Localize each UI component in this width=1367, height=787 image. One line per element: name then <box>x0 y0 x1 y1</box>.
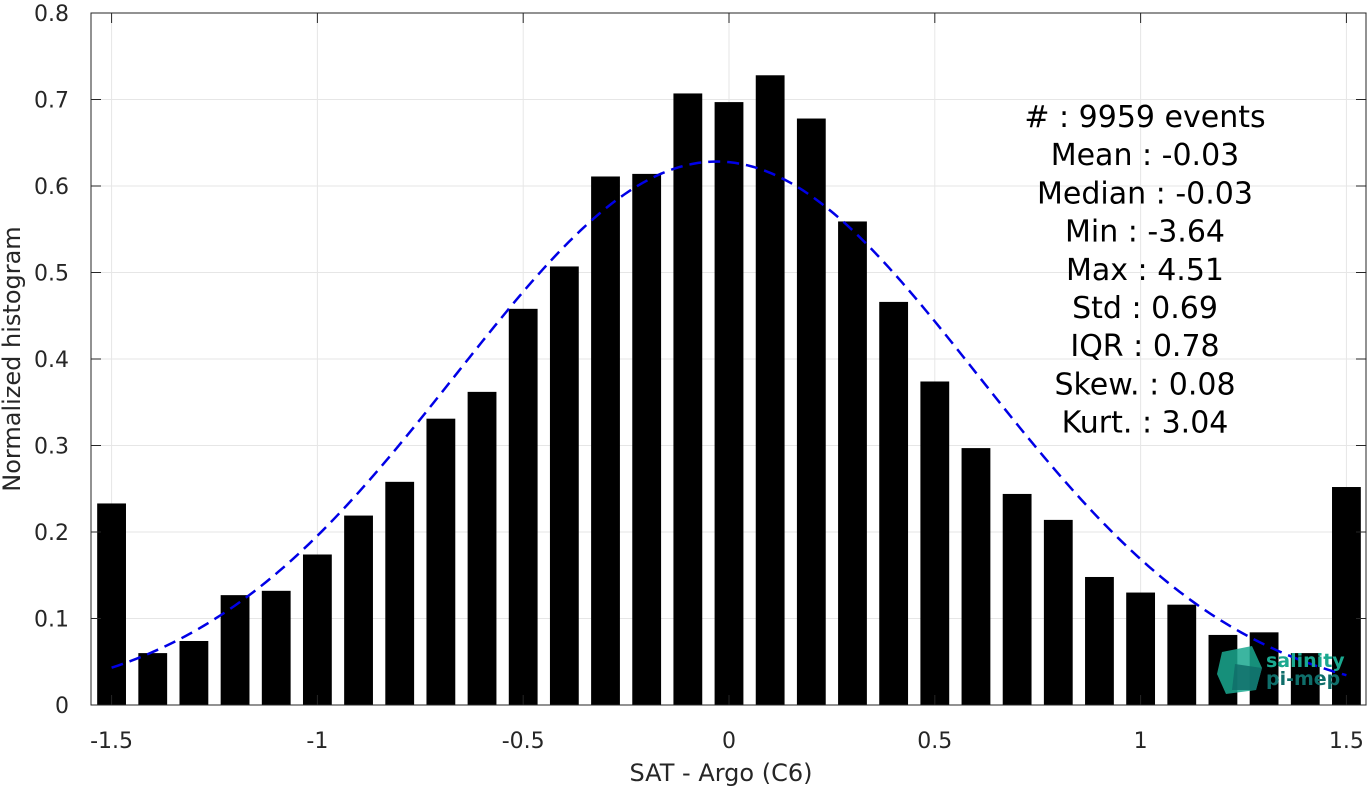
stat-line: Kurt. : 3.04 <box>1062 406 1229 441</box>
histogram-bar <box>467 391 497 705</box>
x-tick-label: -1.5 <box>90 729 133 754</box>
x-tick-labels: -1.5 -1 -0.5 0 0.5 1 1.5 <box>90 729 1364 754</box>
histogram-bar <box>961 448 991 705</box>
histogram-bar <box>1043 519 1073 705</box>
histogram-bar <box>796 118 826 705</box>
y-tick-label: 0.5 <box>34 262 69 287</box>
histogram-bar <box>179 640 209 705</box>
gaussian-fit-curve <box>111 160 1347 677</box>
y-tick-label: 0.3 <box>34 435 69 460</box>
x-tick-label: 0.5 <box>917 729 952 754</box>
histogram-bar <box>549 266 579 705</box>
histogram-bar <box>426 418 456 705</box>
stat-line: IQR : 0.78 <box>1070 329 1219 364</box>
histogram-bar <box>1167 604 1197 705</box>
histogram-bar <box>220 595 250 705</box>
histogram-bar <box>302 554 332 705</box>
histogram-bar <box>714 102 744 706</box>
stat-line: Max : 4.51 <box>1066 253 1224 288</box>
histogram-bar <box>920 381 950 705</box>
histogram-bar <box>673 93 703 705</box>
stat-line: Skew. : 0.08 <box>1054 367 1235 402</box>
y-tick-label: 0 <box>55 694 69 719</box>
stat-line: Median : -0.03 <box>1037 176 1253 211</box>
x-tick-label: -1 <box>306 729 328 754</box>
histogram-bar <box>508 308 538 705</box>
bar-series <box>97 75 1361 706</box>
y-tick-label: 0.6 <box>34 175 69 200</box>
y-axis-label: Normalized histogram <box>0 226 26 491</box>
histogram-bar <box>344 515 373 705</box>
histogram-bar <box>1002 493 1032 705</box>
x-tick-label: 1.5 <box>1329 729 1364 754</box>
y-tick-label: 0.1 <box>34 608 69 633</box>
histogram-bar <box>1126 592 1156 705</box>
histogram-bar <box>261 590 291 705</box>
stat-line: Std : 0.69 <box>1072 291 1218 326</box>
logo-cube-shade <box>1232 664 1262 690</box>
histogram-bar <box>97 503 126 705</box>
x-tick-label: 1 <box>1134 729 1148 754</box>
y-tick-label: 0.7 <box>34 89 69 114</box>
histogram-bar <box>755 75 785 705</box>
histogram-bar <box>385 481 415 705</box>
histogram-bar <box>138 653 168 705</box>
stat-line: Mean : -0.03 <box>1051 138 1240 173</box>
stat-line: Min : -3.64 <box>1065 215 1225 250</box>
histogram-bar <box>1332 487 1361 705</box>
histogram-bar <box>838 221 867 705</box>
stat-line: # : 9959 events <box>1024 100 1265 135</box>
y-tick-label: 0.4 <box>34 348 69 373</box>
histogram-bar <box>632 173 662 705</box>
y-tick-label: 0.8 <box>34 2 69 27</box>
histogram-bar <box>1290 653 1320 705</box>
histogram-bar <box>591 176 620 706</box>
x-axis-label: SAT - Argo (C6) <box>630 759 813 787</box>
x-tick-label: -0.5 <box>502 729 545 754</box>
y-tick-label: 0.2 <box>34 521 69 546</box>
x-tick-label: 0 <box>722 729 736 754</box>
logo-text-line1: salinity <box>1266 650 1345 672</box>
logo-text-line2: pi-mep <box>1266 668 1340 690</box>
histogram-bar <box>879 301 909 705</box>
axis-ticks <box>91 12 1366 706</box>
y-tick-labels: 0 0.1 0.2 0.3 0.4 0.5 0.6 0.7 0.8 <box>34 2 69 719</box>
salinity-pimep-logo: salinity pi-mep <box>1217 646 1345 694</box>
histogram-bar <box>1085 576 1114 705</box>
